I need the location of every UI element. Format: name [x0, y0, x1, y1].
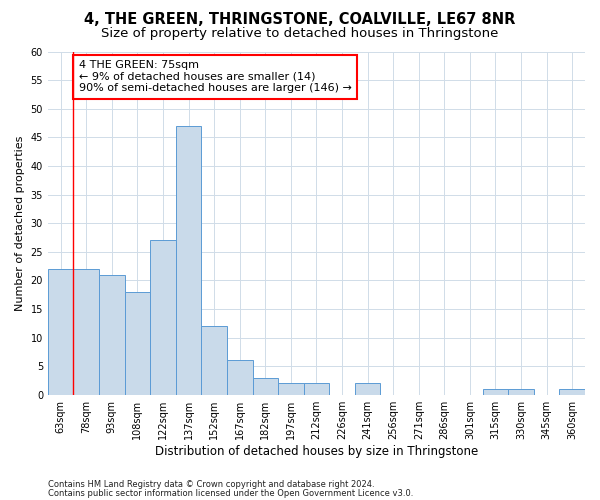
Bar [227, 360, 253, 394]
Bar [508, 389, 534, 394]
Bar [355, 384, 380, 394]
Y-axis label: Number of detached properties: Number of detached properties [15, 136, 25, 311]
X-axis label: Distribution of detached houses by size in Thringstone: Distribution of detached houses by size … [155, 444, 478, 458]
Bar [73, 269, 99, 394]
Bar [278, 384, 304, 394]
Bar [150, 240, 176, 394]
Bar [125, 292, 150, 395]
Text: 4, THE GREEN, THRINGSTONE, COALVILLE, LE67 8NR: 4, THE GREEN, THRINGSTONE, COALVILLE, LE… [85, 12, 515, 28]
Text: Contains HM Land Registry data © Crown copyright and database right 2024.: Contains HM Land Registry data © Crown c… [48, 480, 374, 489]
Bar [202, 326, 227, 394]
Bar [482, 389, 508, 394]
Text: Size of property relative to detached houses in Thringstone: Size of property relative to detached ho… [101, 28, 499, 40]
Bar [304, 384, 329, 394]
Bar [559, 389, 585, 394]
Bar [99, 274, 125, 394]
Bar [48, 269, 73, 394]
Bar [176, 126, 202, 394]
Text: Contains public sector information licensed under the Open Government Licence v3: Contains public sector information licen… [48, 490, 413, 498]
Bar [253, 378, 278, 394]
Text: 4 THE GREEN: 75sqm
← 9% of detached houses are smaller (14)
90% of semi-detached: 4 THE GREEN: 75sqm ← 9% of detached hous… [79, 60, 352, 94]
